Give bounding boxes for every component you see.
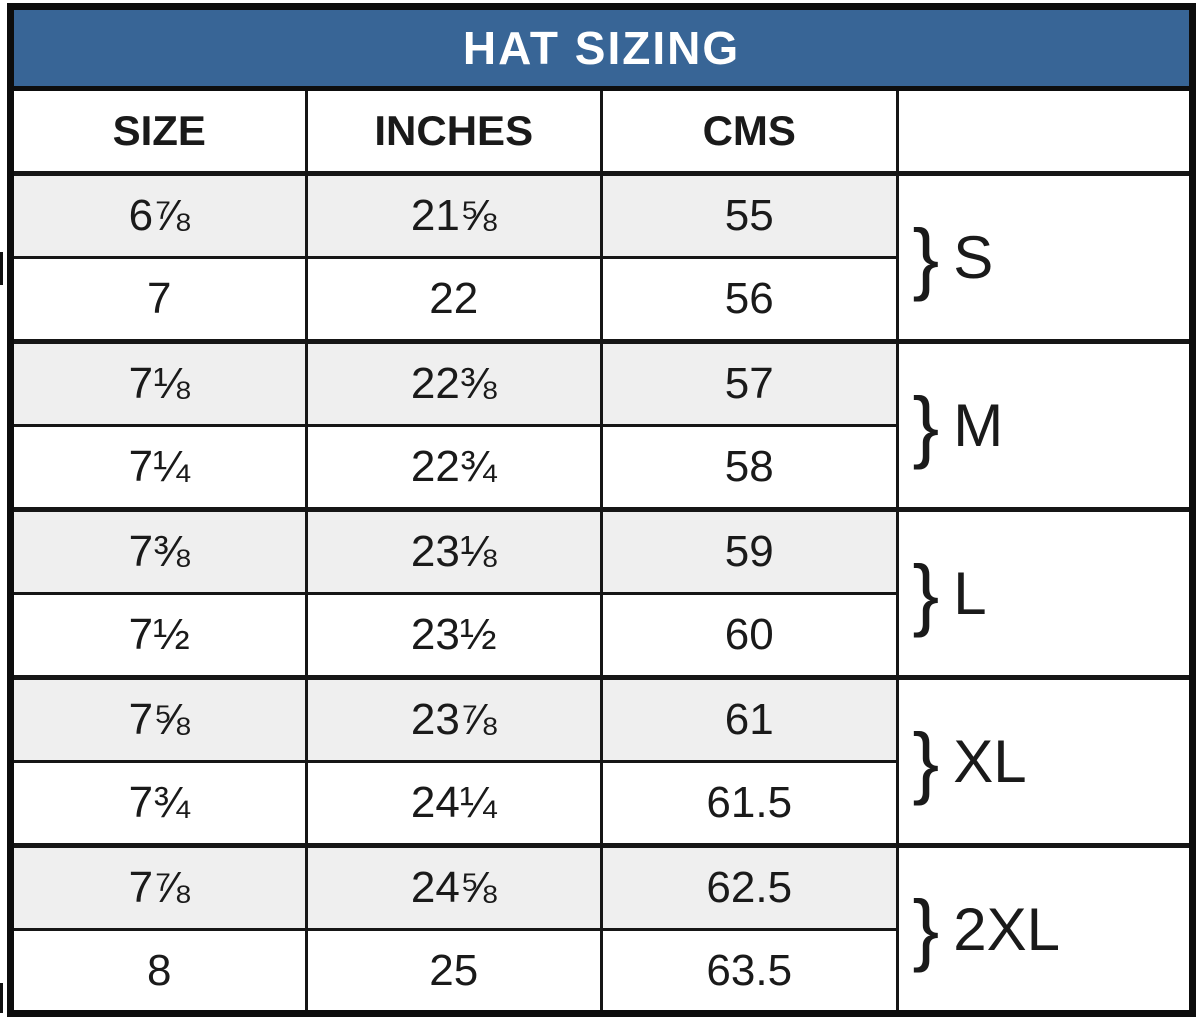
brace-glyph: } [912, 212, 940, 302]
inches-cell: 21⅝ [304, 171, 603, 259]
cms-cell: 59 [600, 507, 899, 595]
inches-cell: 22⅜ [304, 339, 603, 427]
cms-cell: 60 [600, 592, 899, 679]
inches-cell: 23⅛ [304, 507, 603, 595]
brace-glyph: } [912, 548, 940, 638]
size-cell: 8 [9, 928, 308, 1015]
inches-cell: 22¾ [304, 424, 603, 511]
brace-glyph: } [912, 716, 940, 806]
inches-cell: 25 [304, 928, 603, 1015]
group-label: XL [953, 728, 1027, 795]
group-inner: } M [912, 380, 1190, 470]
column-header-inches: INCHES [304, 87, 603, 176]
group-cell-s: } S [895, 171, 1194, 343]
inches-cell: 24¼ [304, 760, 603, 847]
table-row: 7⅛ 22⅜ 57 } M [9, 339, 1194, 511]
cms-cell: 61 [600, 675, 899, 763]
inches-cell: 23½ [304, 592, 603, 679]
cms-cell: 56 [600, 256, 899, 343]
cms-cell: 63.5 [600, 928, 899, 1015]
brace-glyph: } [912, 380, 940, 470]
table-row: 7¾ 24¼ 61.5 [9, 760, 1193, 847]
table-row: 7⅝ 23⅞ 61 } XL [9, 675, 1194, 847]
size-cell: 7⅞ [9, 843, 308, 931]
table-row: 6⅞ 21⅝ 55 } S [9, 171, 1194, 343]
page-title: HAT SIZING [9, 5, 1194, 91]
group-label: 2XL [953, 895, 1060, 963]
group-inner: } L [912, 548, 1190, 638]
group-inner: } XL [912, 716, 1190, 806]
cms-cell: 58 [600, 424, 899, 511]
column-header-size: SIZE [9, 87, 308, 176]
group-cell-xl: } XL [895, 675, 1194, 847]
table-row: 7 22 56 [9, 256, 1193, 343]
size-cell: 6⅞ [9, 171, 308, 259]
table-row: 7⅞ 24⅝ 62.5 } 2XL [9, 843, 1194, 1015]
brace-glyph: } [912, 884, 940, 973]
table-row: 7¼ 22¾ 58 [9, 424, 1193, 511]
table-row: 7½ 23½ 60 [9, 592, 1193, 679]
size-cell: 7⅜ [9, 507, 308, 595]
group-inner: } 2XL [912, 884, 1190, 973]
group-cell-2xl: } 2XL [895, 843, 1194, 1015]
column-header-group [895, 87, 1194, 176]
table-title-row: HAT SIZING [9, 5, 1194, 91]
table-row: 8 25 63.5 [9, 928, 1193, 1015]
table-row: 7⅜ 23⅛ 59 } L [9, 507, 1194, 679]
group-inner: } S [912, 212, 1190, 302]
size-cell: 7¼ [9, 424, 308, 511]
hat-sizing-table: HAT SIZING SIZE INCHES CMS 6⅞ 21⅝ 55 } S… [7, 3, 1196, 1017]
group-cell-m: } M [895, 339, 1194, 511]
scan-artifact [0, 252, 3, 285]
scan-artifact [0, 983, 3, 1013]
size-cell: 7¾ [9, 760, 308, 847]
size-cell: 7 [9, 256, 308, 343]
group-label: L [953, 560, 987, 627]
inches-cell: 22 [304, 256, 603, 343]
cms-cell: 61.5 [600, 760, 899, 847]
cms-cell: 57 [600, 339, 899, 427]
group-label: M [953, 392, 1004, 459]
inches-cell: 24⅝ [304, 843, 603, 931]
cms-cell: 62.5 [600, 843, 899, 931]
cms-cell: 55 [600, 171, 899, 259]
size-cell: 7⅝ [9, 675, 308, 763]
column-header-row: SIZE INCHES CMS [9, 87, 1194, 176]
inches-cell: 23⅞ [304, 675, 603, 763]
group-cell-l: } L [895, 507, 1194, 679]
column-header-cms: CMS [600, 87, 899, 176]
group-label: S [953, 224, 994, 291]
size-cell: 7½ [9, 592, 308, 679]
size-cell: 7⅛ [9, 339, 308, 427]
